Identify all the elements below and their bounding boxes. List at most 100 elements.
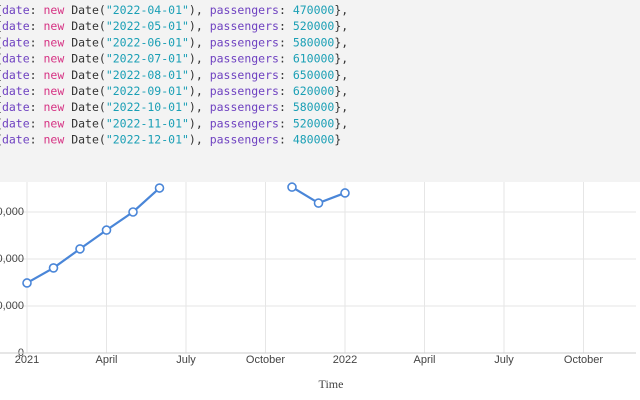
code-token: Date( — [64, 100, 106, 114]
code-token: new — [44, 3, 65, 17]
code-token: 520000 — [293, 19, 335, 33]
code-token: : — [279, 35, 293, 49]
code-token: date — [2, 35, 30, 49]
x-axis-title: Time — [319, 377, 344, 391]
code-token: new — [44, 19, 65, 33]
code-token: ), — [189, 84, 210, 98]
code-token: : — [30, 84, 44, 98]
x-tick-label: July — [176, 354, 196, 366]
code-token: { — [0, 67, 2, 81]
code-token: passengers — [210, 3, 279, 17]
code-line: {date: new Date("2022-06-01"), passenger… — [0, 35, 348, 49]
code-token: : — [279, 67, 293, 81]
code-token: date — [2, 19, 30, 33]
code-token: : — [279, 19, 293, 33]
point — [340, 188, 350, 198]
code-token: new — [44, 51, 65, 65]
code-token: }, — [334, 67, 348, 81]
code-token: : — [279, 116, 293, 130]
code-token: date — [2, 3, 30, 17]
code-token: 470000 — [293, 3, 335, 17]
code-token: Date( — [64, 19, 106, 33]
code-token: Date( — [64, 35, 106, 49]
point — [101, 225, 112, 235]
code-token: ), — [189, 51, 210, 65]
code-token: ), — [189, 3, 210, 17]
code-token: date — [2, 100, 30, 114]
code-token: Date( — [64, 51, 106, 65]
point — [48, 263, 59, 273]
code-token: : — [279, 100, 293, 114]
code-line: {date: new Date("2022-11-01"), passenger… — [0, 116, 348, 130]
code-token: date — [2, 132, 30, 146]
code-token: passengers — [210, 51, 279, 65]
code-token: : — [30, 19, 44, 33]
code-token: new — [44, 84, 65, 98]
code-line: {date: new Date("2022-10-01"), passenger… — [0, 100, 348, 114]
code-token: { — [0, 116, 2, 130]
code-token: : — [279, 132, 293, 146]
code-token: }, — [334, 116, 348, 130]
code-token: }, — [334, 3, 348, 17]
code-token: : — [30, 35, 44, 49]
code-token: }, — [334, 19, 348, 33]
code-token: : — [30, 132, 44, 146]
point — [154, 183, 165, 193]
code-token: ), — [189, 116, 210, 130]
code-token: { — [0, 19, 2, 33]
code-token: Date( — [64, 132, 106, 146]
code-line: {date: new Date("2022-09-01"), passenger… — [0, 84, 348, 98]
code-token: 580000 — [293, 35, 335, 49]
code-token: "2022-05-01" — [106, 19, 189, 33]
code-token: { — [0, 132, 2, 146]
code-panel — [0, 0, 640, 182]
code-token: }, — [334, 100, 348, 114]
code-token: passengers — [210, 67, 279, 81]
code-token: { — [0, 84, 2, 98]
code-token: }, — [334, 84, 348, 98]
code-token: passengers — [210, 19, 279, 33]
code-token: ), — [189, 100, 210, 114]
point — [128, 207, 138, 217]
code-token: new — [44, 116, 65, 130]
code-token: : — [30, 100, 44, 114]
code-token: { — [0, 35, 2, 49]
point — [313, 198, 324, 208]
code-token: passengers — [210, 35, 279, 49]
code-token: 480000 — [293, 132, 335, 146]
code-token: : — [30, 3, 44, 17]
code-token: ), — [189, 35, 210, 49]
code-line: {date: new Date("2022-04-01"), passenger… — [0, 3, 348, 17]
code-token: new — [44, 132, 65, 146]
code-line: {date: new Date("2022-07-01"), passenger… — [0, 51, 348, 65]
x-tick-label: July — [494, 354, 514, 366]
code-token: { — [0, 100, 2, 114]
code-token: date — [2, 116, 30, 130]
code-token: new — [44, 35, 65, 49]
code-token: "2022-09-01" — [106, 84, 189, 98]
x-tick-label: 2022 — [333, 354, 357, 366]
code-token: Date( — [64, 116, 106, 130]
code-token: }, — [334, 35, 348, 49]
code-token: "2022-10-01" — [106, 100, 189, 114]
code-token: 520000 — [293, 116, 335, 130]
code-token: passengers — [210, 84, 279, 98]
code-token: date — [2, 84, 30, 98]
y-tick-label: 00,000 — [0, 253, 24, 265]
code-block: {date: new Date("2022-04-01"), passenger… — [0, 3, 348, 147]
point — [287, 182, 297, 192]
chart: 2021 April July October 2022 April July October… — [0, 182, 636, 366]
code-token: "2022-06-01" — [106, 35, 189, 49]
x-tick-label: October — [564, 354, 603, 366]
code-token: ), — [189, 67, 210, 81]
code-token: ), — [189, 132, 210, 146]
code-token: 610000 — [293, 51, 335, 65]
code-token: : — [30, 116, 44, 130]
code-token: passengers — [210, 116, 279, 130]
code-token: : — [30, 51, 44, 65]
code-token: { — [0, 3, 2, 17]
code-token: "2022-08-01" — [106, 67, 189, 81]
code-token: : — [279, 51, 293, 65]
